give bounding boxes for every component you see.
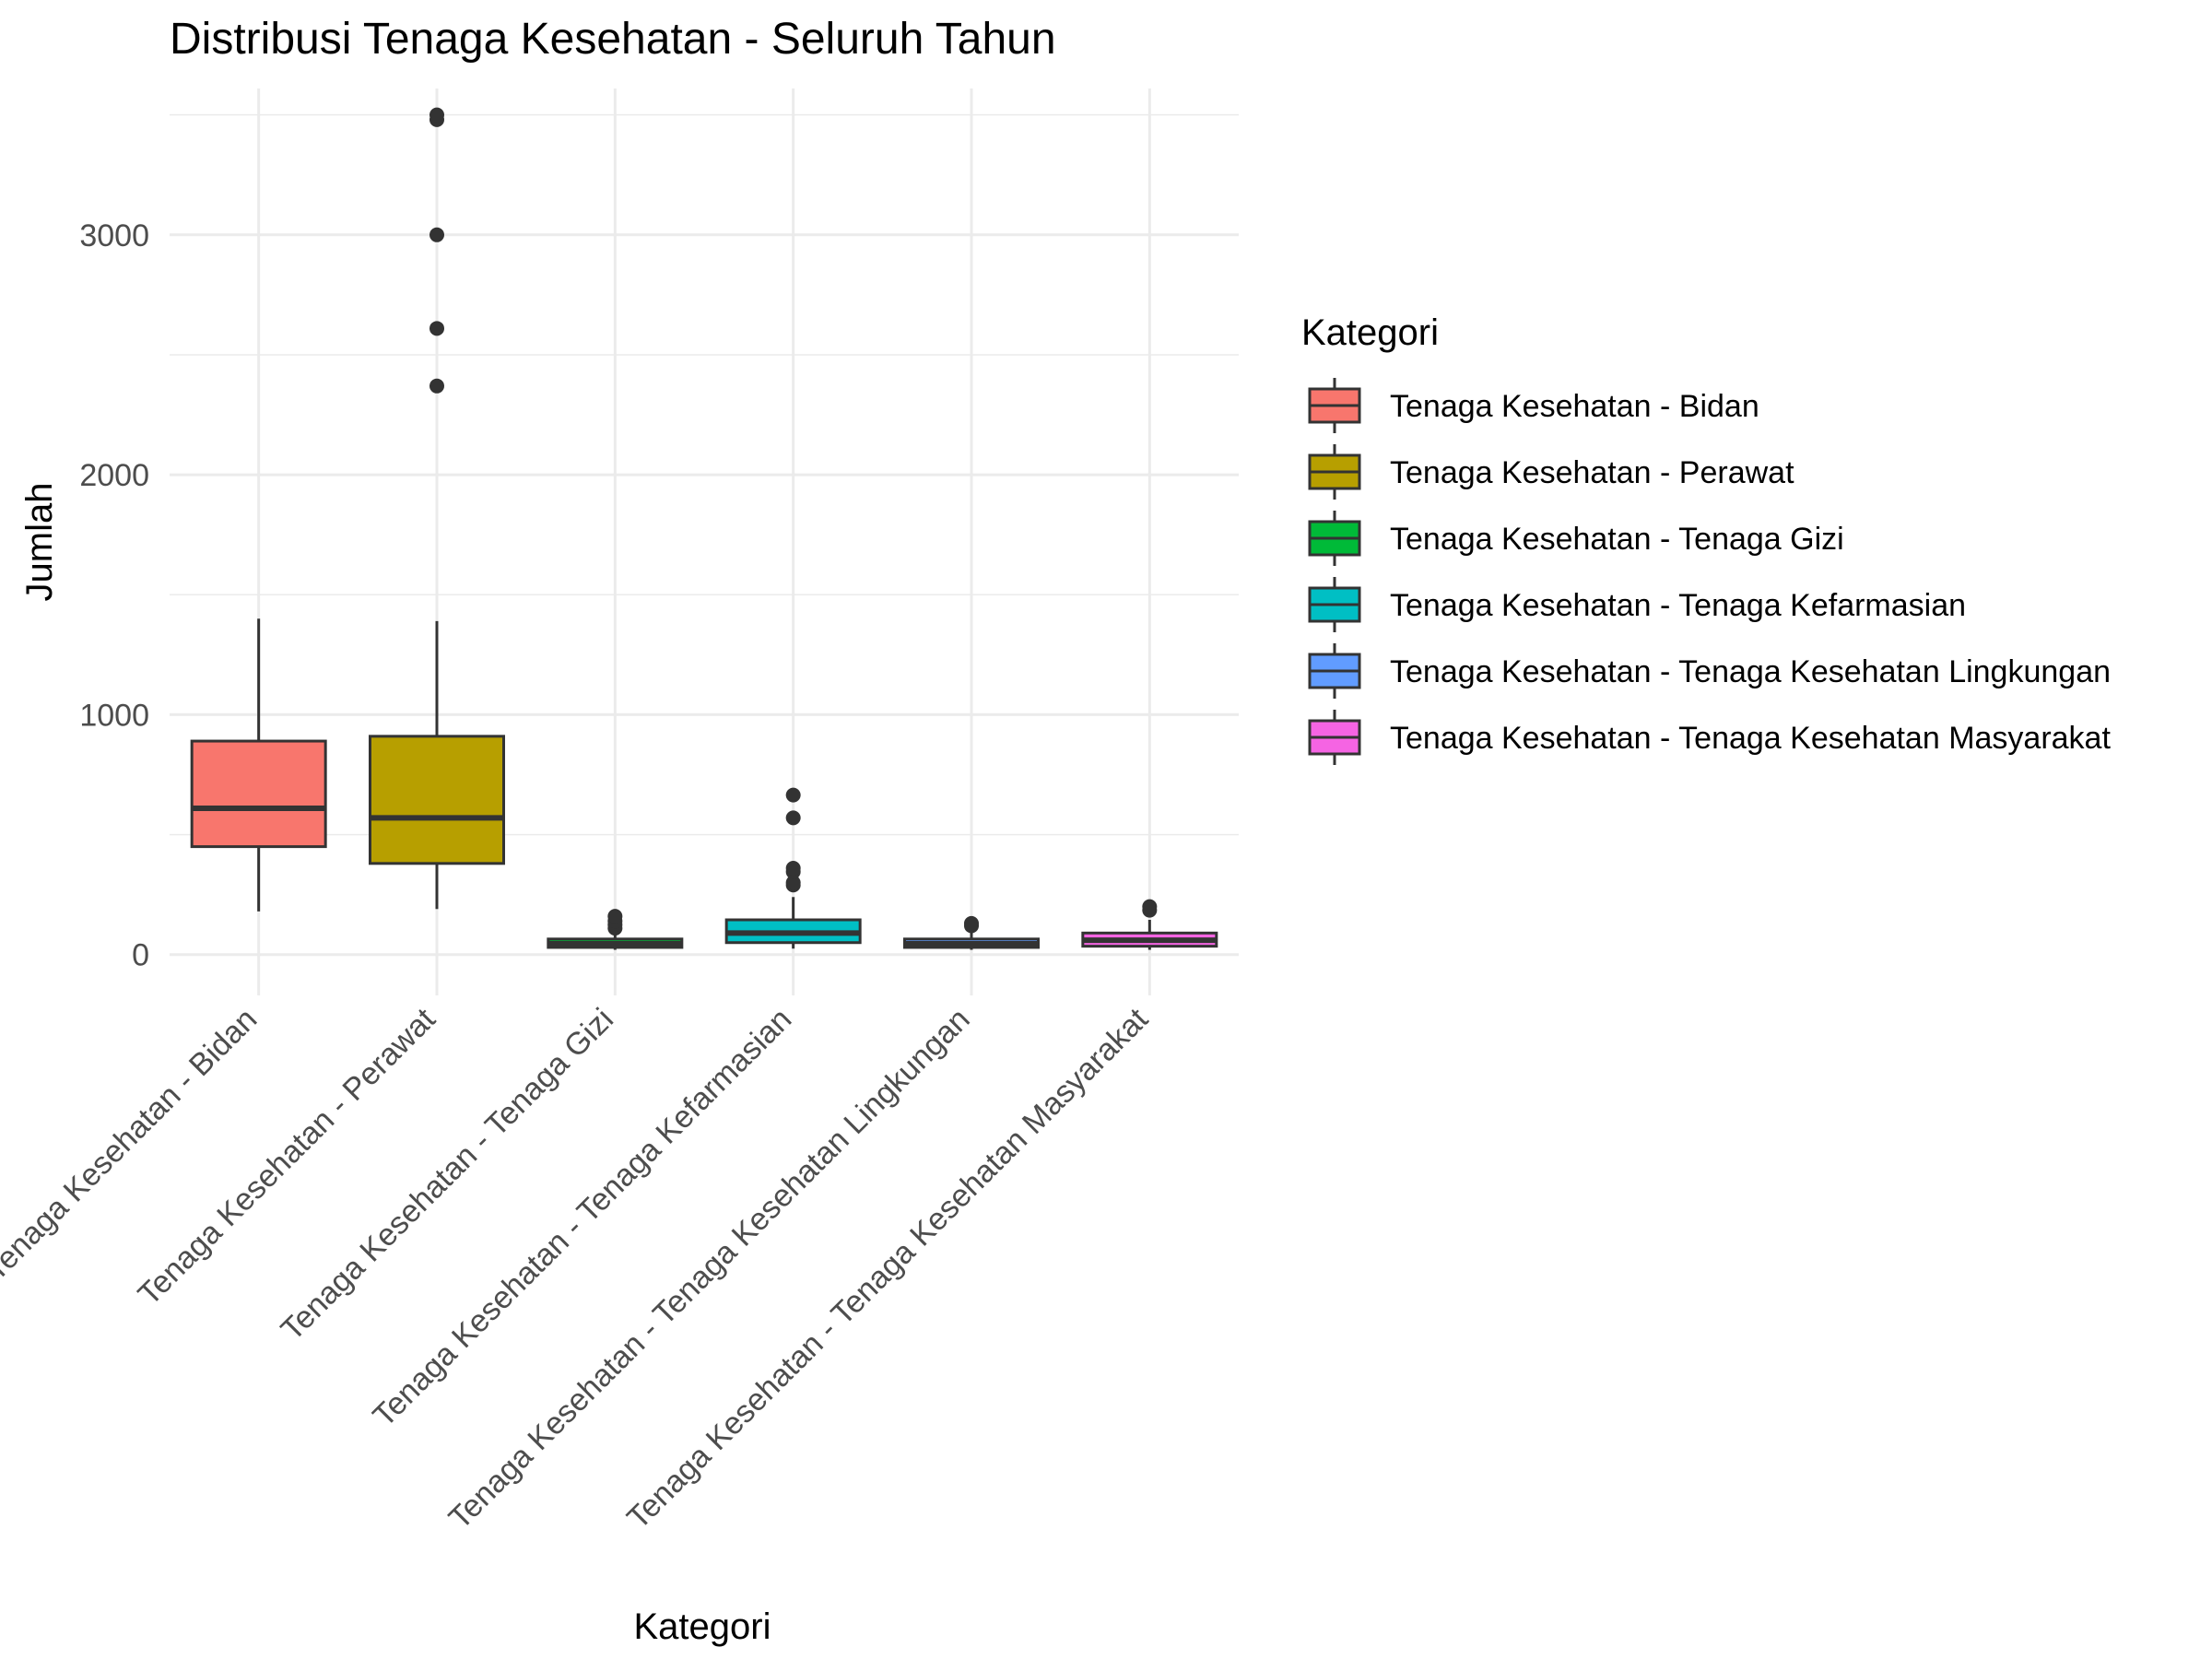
boxes — [190, 107, 1218, 950]
outlier-point — [607, 909, 623, 924]
grid — [170, 88, 1239, 995]
outlier-point — [785, 875, 801, 890]
box-2 — [369, 107, 505, 910]
legend: Kategori Tenaga Kesehatan - Bidan Tenaga … — [1301, 312, 2111, 765]
legend-title: Kategori — [1301, 312, 1439, 353]
y-axis: 0 1000 2000 3000 — [79, 218, 149, 973]
outlier-point — [785, 810, 801, 826]
x-tick-label: Tenaga Kesehatan - Bidan — [0, 1002, 264, 1288]
box-6 — [1081, 899, 1218, 950]
legend-item-5: Tenaga Kesehatan - Tenaga Kesehatan Ling… — [1308, 643, 2111, 699]
box-iqr — [369, 735, 505, 865]
box-iqr — [190, 739, 327, 849]
y-tick-label: 0 — [132, 938, 149, 973]
y-axis-title: Jumlah — [19, 483, 60, 602]
box-4 — [724, 787, 862, 949]
x-tick-label: Tenaga Kesehatan - Perawat — [132, 1001, 442, 1312]
legend-item-4: Tenaga Kesehatan - Tenaga Kefarmasian — [1308, 577, 1966, 632]
box-3 — [547, 909, 684, 950]
legend-label: Tenaga Kesehatan - Perawat — [1390, 455, 1794, 490]
outlier-point — [429, 321, 444, 336]
legend-label: Tenaga Kesehatan - Tenaga Gizi — [1390, 522, 1844, 557]
y-tick-label: 1000 — [79, 698, 149, 733]
x-tick-label: Tenaga Kesehatan - Tenaga Kefarmasian — [366, 1002, 798, 1434]
legend-item-1: Tenaga Kesehatan - Bidan — [1308, 378, 1759, 433]
legend-item-6: Tenaga Kesehatan - Tenaga Kesehatan Masy… — [1308, 710, 2111, 765]
outlier-point — [785, 787, 801, 803]
outlier-point — [1142, 899, 1158, 914]
outlier-point — [964, 915, 979, 931]
box-1 — [190, 618, 327, 912]
y-tick-label: 2000 — [79, 458, 149, 493]
legend-label: Tenaga Kesehatan - Tenaga Kefarmasian — [1390, 588, 1966, 623]
outlier-point — [429, 227, 444, 242]
outlier-point — [785, 861, 801, 877]
legend-label: Tenaga Kesehatan - Bidan — [1390, 389, 1759, 424]
legend-item-2: Tenaga Kesehatan - Perawat — [1308, 444, 1794, 500]
legend-item-3: Tenaga Kesehatan - Tenaga Gizi — [1308, 511, 1844, 566]
x-axis-title: Kategori — [634, 1606, 771, 1647]
x-tick-label: Tenaga Kesehatan - Tenaga Gizi — [275, 1002, 620, 1347]
outlier-point — [429, 107, 444, 123]
outlier-point — [429, 378, 444, 394]
legend-label: Tenaga Kesehatan - Tenaga Kesehatan Masy… — [1390, 721, 2111, 756]
y-tick-label: 3000 — [79, 218, 149, 253]
chart-title: Distribusi Tenaga Kesehatan - Seluruh Ta… — [170, 15, 1056, 64]
box-5 — [903, 915, 1040, 950]
legend-label: Tenaga Kesehatan - Tenaga Kesehatan Ling… — [1390, 654, 2111, 689]
